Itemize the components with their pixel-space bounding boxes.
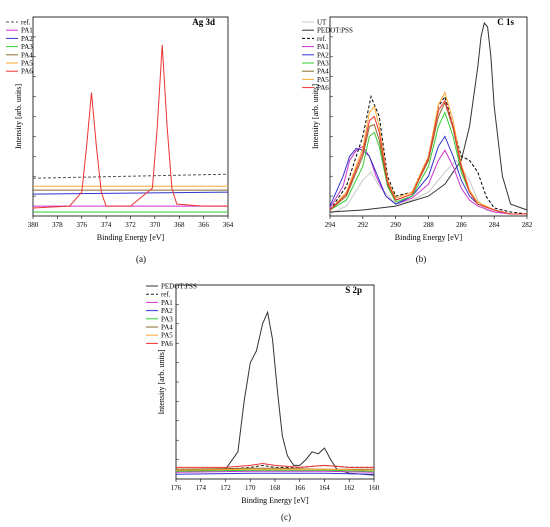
x-tick-label: 284 [489, 221, 500, 229]
chart-panel-c: 176 174 172 170 168 166 164 162 160 Binding Energ… [140, 272, 410, 527]
legend-label: PA6 [21, 68, 33, 76]
series-line-pedot-pss [329, 21, 528, 213]
legend-label: PA1 [161, 299, 173, 307]
legend-label: PA3 [21, 43, 33, 51]
x-tick-label: 368 [174, 221, 185, 229]
x-tick-label: 172 [220, 484, 231, 492]
plot-title: C 1s [497, 17, 514, 27]
x-tick-label: 162 [344, 484, 355, 492]
legend-label: PA1 [317, 43, 329, 51]
legend-label: PA5 [21, 60, 33, 68]
chart-svg-b: 294 292 290 288 286 284 282 Binding Energy [eV]… [302, 16, 533, 242]
series-line-pa6 [329, 99, 527, 215]
legend-label: PA3 [161, 315, 173, 323]
chart-svg-c: 176 174 172 170 168 166 164 162 160 Binding Energ… [146, 283, 380, 505]
legend-label: PA6 [317, 84, 329, 92]
series-line-pa2 [32, 191, 229, 195]
legend-label: PA6 [161, 340, 173, 348]
series-line-pedot-pss [175, 310, 375, 476]
x-tick-label: 292 [358, 221, 369, 229]
legend-label: PA4 [21, 51, 33, 59]
x-axis-title: Binding Energy [eV] [241, 496, 309, 505]
x-tick-label: 290 [390, 221, 401, 229]
x-tick-label: 286 [456, 221, 467, 229]
x-tick-label: 166 [295, 484, 306, 492]
legend-label: PEDOT:PSS [317, 27, 353, 35]
legend-label: PA3 [317, 60, 329, 68]
x-axis-title: Binding Energy [eV] [395, 233, 463, 242]
x-axis-title: Binding Energy [eV] [97, 233, 165, 242]
legend-label: ref. [317, 35, 327, 43]
legend-label: ref. [161, 291, 171, 299]
legend-label: PA5 [317, 76, 329, 84]
chart-svg-a: 380 378 376 374 372 370 368 366 364 Binding Energ… [6, 16, 234, 242]
x-tick-label: 174 [196, 484, 207, 492]
series-line-pa1 [175, 470, 375, 473]
series-line-pa6 [176, 462, 374, 468]
legend-label: PEDOT:PSS [161, 283, 197, 291]
x-tick-label: 294 [325, 221, 336, 229]
panel-label-c: (c) [281, 512, 291, 522]
series-line-ut [329, 159, 527, 215]
panel-label-a: (a) [136, 254, 146, 264]
panel-label-b: (b) [415, 254, 427, 264]
plot-title: S 2p [345, 285, 362, 295]
plot-frame [175, 284, 375, 480]
x-tick-label: 366 [198, 221, 209, 229]
legend-label: PA4 [317, 68, 329, 76]
series-line-pa1 [329, 145, 527, 215]
legend-label: PA2 [161, 307, 173, 315]
y-axis-title: Intensity [arb. units] [14, 84, 23, 149]
plot-title: Ag 3d [192, 17, 215, 27]
x-tick-label: 170 [245, 484, 256, 492]
x-tick-label: 370 [150, 221, 161, 229]
x-tick-label: 364 [223, 221, 234, 229]
legend-label: PA2 [21, 35, 33, 43]
series-line-ref- [32, 173, 229, 179]
x-tick-label: 164 [319, 484, 330, 492]
legend-label: PA5 [161, 332, 173, 340]
x-tick-label: 376 [77, 221, 88, 229]
series-line-pa6 [32, 44, 228, 209]
y-axis-title: Intensity [arb. units] [311, 84, 320, 149]
series-line-pa2 [175, 472, 375, 475]
chart-panel-a: 380 378 376 374 372 370 368 366 364 Binding Energ… [0, 0, 270, 268]
x-tick-label: 176 [171, 484, 182, 492]
x-tick-label: 160 [369, 484, 380, 492]
x-tick-label: 282 [522, 221, 533, 229]
x-tick-label: 372 [125, 221, 136, 229]
legend-label: UT [317, 19, 327, 27]
legend-label: ref. [21, 19, 31, 27]
series-line-pa3 [175, 469, 375, 472]
y-axis-title: Intensity [arb. units] [157, 349, 166, 414]
x-tick-label: 168 [270, 484, 281, 492]
x-tick-label: 380 [28, 221, 39, 229]
series-line-pa5 [175, 468, 375, 471]
x-tick-label: 288 [423, 221, 434, 229]
legend-label: PA1 [21, 27, 33, 35]
legend-label: PA2 [317, 51, 329, 59]
x-tick-label: 378 [52, 221, 63, 229]
chart-panel-b: 294 292 290 288 286 284 282 Binding Energy [eV]… [280, 0, 550, 268]
x-tick-label: 374 [101, 221, 112, 229]
legend-label: PA4 [161, 324, 173, 332]
